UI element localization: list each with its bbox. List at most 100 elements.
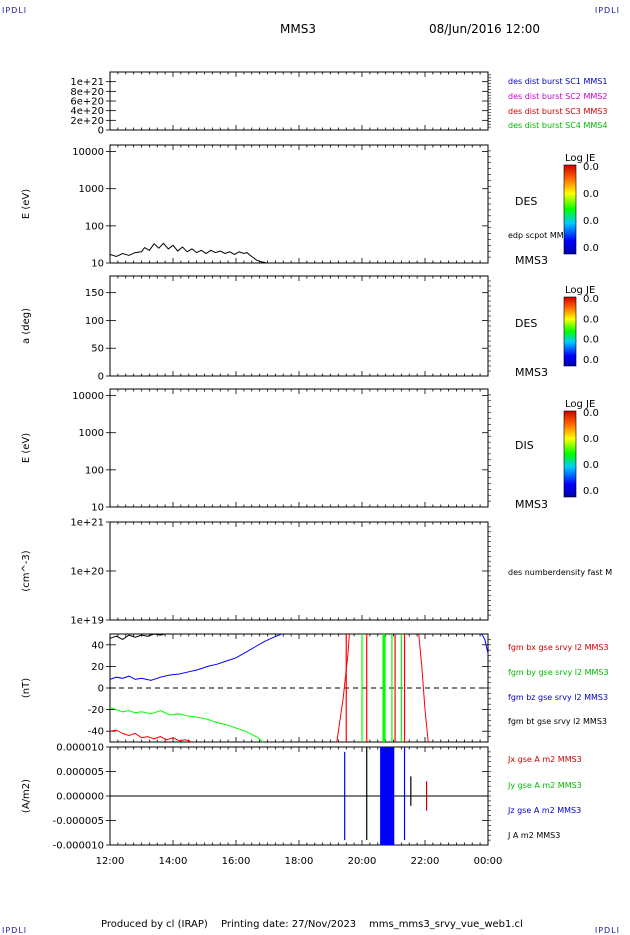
time-tick-label: 00:00	[474, 856, 503, 867]
panel-frame	[109, 144, 489, 264]
panel-right-label: J A m2 MMS3	[507, 831, 560, 840]
series-line	[109, 729, 193, 743]
y-tick-label: -0.000005	[53, 816, 104, 827]
colorbar	[563, 164, 577, 255]
y-tick-label: 0	[98, 684, 104, 695]
panel-right-label: des dist burst SC3 MMS3	[508, 107, 607, 116]
colorbar-title: Log JE	[565, 153, 595, 164]
series-line	[481, 633, 489, 654]
footer-produced: Produced by cl (IRAP)	[101, 919, 208, 930]
colorbar-label: 0.0	[583, 460, 599, 471]
time-tick-label: 16:00	[222, 856, 251, 867]
y-tick-label: 1e+21	[70, 518, 104, 529]
panel-right-label: Jx gse A m2 MMS3	[507, 755, 582, 764]
y-tick-label: 8e+20	[70, 87, 104, 98]
colorbar-label: 0.0	[583, 189, 599, 200]
y-axis-label: E (eV)	[21, 189, 32, 219]
panel-2: 10 100 1000 10000 E (eV) DES edp scpot MMS3 MMS…	[21, 144, 599, 270]
colorbar-label: 0.0	[583, 294, 599, 305]
panel-right-label: des dist burst SC4 MMS4	[508, 121, 607, 130]
panel-right-label: DES	[515, 195, 537, 208]
colorbar-title: Log JE	[565, 285, 595, 296]
y-tick-label: 10	[91, 259, 104, 270]
panel-right-label: des dist burst SC2 MMS2	[508, 92, 607, 101]
y-tick-label: 20	[91, 662, 104, 673]
y-tick-label: 10	[91, 503, 104, 514]
spike-band	[382, 634, 386, 742]
panel-5: 1e+19 1e+20 1e+21 (cm^-3) des numberdensity …	[21, 518, 612, 627]
spike-band	[380, 747, 395, 845]
y-tick-label: 100	[85, 316, 104, 327]
panel-right-label: fgm bt gse srvy l2 MMS3	[508, 717, 607, 726]
panel-right-label: des numberdensity fast M	[508, 568, 612, 577]
panel-frame	[109, 521, 489, 621]
panel-right-label: Jz gse A m2 MMS3	[507, 806, 581, 815]
colorbar-label: 0.0	[583, 216, 599, 227]
series-line	[336, 633, 350, 743]
panel-7: -0.000010 -0.000005 0.000000 0.000005 0.0000…	[21, 743, 582, 852]
panel-right-label: MMS3	[515, 498, 548, 511]
y-tick-label: -20	[88, 705, 104, 716]
colorbar-label: 0.0	[583, 486, 599, 497]
y-tick-label: 100	[85, 221, 104, 232]
series-line	[109, 633, 166, 640]
panel-right-label: DIS	[515, 439, 534, 452]
y-tick-label: 50	[91, 344, 104, 355]
y-tick-label: 0.000005	[56, 767, 104, 778]
series-line	[109, 706, 264, 743]
y-tick-label: 0.000000	[56, 792, 104, 803]
time-tick-label: 12:00	[96, 856, 125, 867]
y-axis-label: E (eV)	[21, 433, 32, 463]
colorbar-label: 0.0	[583, 408, 599, 419]
panel-right-label: MMS3	[515, 366, 548, 379]
panel-right-label: fgm bz gse srvy l2 MMS3	[508, 693, 608, 702]
series-line	[109, 633, 282, 681]
logo-top-left: IPDLI	[2, 6, 28, 15]
y-tick-label: 4e+20	[70, 106, 104, 117]
y-tick-label: 1e+20	[70, 567, 104, 578]
colorbar	[563, 410, 577, 498]
panel-frame	[109, 275, 489, 377]
y-tick-label: 150	[85, 288, 104, 299]
panel-right-label: DES	[515, 317, 537, 330]
y-axis-label: (A/m2)	[21, 779, 32, 813]
colorbar-label: 0.0	[583, 355, 599, 366]
y-tick-label: 0	[98, 126, 104, 137]
colorbar-label: 0.0	[583, 434, 599, 445]
colorbar-label: 0.0	[583, 243, 599, 254]
logo-bottom-right: IPDLI	[594, 926, 620, 935]
y-tick-label: 2e+20	[70, 116, 104, 127]
time-tick-label: 22:00	[411, 856, 440, 867]
y-axis-label: (nT)	[21, 678, 32, 698]
y-tick-label: 0	[98, 372, 104, 383]
y-tick-label: 1e+21	[70, 77, 104, 88]
y-tick-label: -0.000010	[53, 841, 104, 852]
panel-right-label: edp scpot MMS3	[508, 231, 574, 240]
y-tick-label: 0.000010	[56, 743, 104, 754]
footer-product: mms_mms3_srvy_vue_web1.cl	[369, 919, 523, 930]
time-tick-label: 14:00	[159, 856, 188, 867]
y-tick-label: 40	[91, 640, 104, 651]
panel-right-label: des dist burst SC1 MMS1	[508, 77, 607, 86]
spacecraft-title: MMS3	[280, 22, 316, 36]
y-tick-label: 1000	[79, 184, 104, 195]
colorbar	[563, 296, 577, 367]
panel-6: -40 -20 0 20 40 (nT) fgm bx gse srvy l2 MMS3 fg…	[21, 633, 609, 743]
y-axis-label: a (deg)	[21, 308, 32, 344]
panel-frame	[109, 71, 489, 131]
time-tick-label: 20:00	[348, 856, 377, 867]
colorbar-label: 0.0	[583, 162, 599, 173]
y-tick-label: -40	[88, 727, 104, 738]
panel-right-label: fgm bx gse srvy l2 MMS3	[508, 643, 609, 652]
logo-top-right: IPDLI	[594, 6, 620, 15]
time-tick-label: 18:00	[285, 856, 314, 867]
y-tick-label: 1e+19	[70, 616, 104, 627]
colorbar-title: Log JE	[565, 399, 595, 410]
y-axis-label: (cm^-3)	[21, 550, 32, 591]
series-line	[109, 242, 266, 264]
colorbar-label: 0.0	[583, 314, 599, 325]
logo-bottom-left: IPDLI	[2, 926, 28, 935]
